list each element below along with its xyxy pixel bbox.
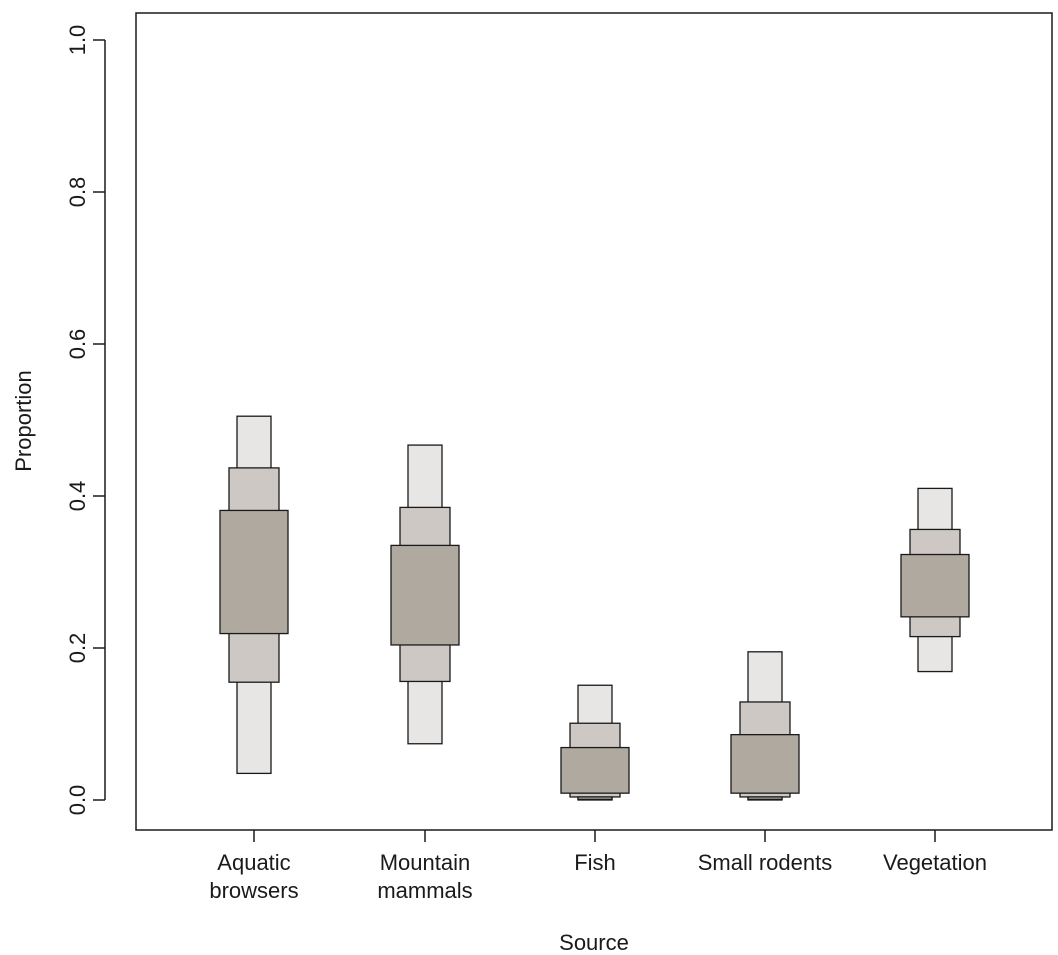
interval-box-ci50 bbox=[219, 509, 289, 635]
interval-box-ci50 bbox=[560, 746, 630, 794]
category-box-group bbox=[219, 415, 289, 775]
interval-box-ci50 bbox=[900, 553, 970, 618]
x-category-label: mammals bbox=[377, 878, 472, 903]
category-box-group bbox=[900, 487, 970, 673]
boxes-layer bbox=[219, 415, 970, 801]
y-axis: 0.0 0.2 0.4 0.6 0.8 1.0 bbox=[65, 25, 106, 816]
interval-box-ci50 bbox=[730, 733, 800, 794]
y-tick-label: 0.6 bbox=[65, 329, 90, 360]
x-category-label: Mountain bbox=[380, 850, 471, 875]
interval-box-ci50 bbox=[390, 544, 460, 646]
x-category-label: browsers bbox=[209, 878, 298, 903]
x-category-label: Fish bbox=[574, 850, 616, 875]
category-box-group bbox=[390, 444, 460, 745]
category-box-group bbox=[730, 651, 800, 801]
y-tick-label: 0.2 bbox=[65, 633, 90, 664]
interval-box-ci-tail bbox=[577, 796, 613, 800]
x-category-label: Small rodents bbox=[698, 850, 833, 875]
y-axis-title: Proportion bbox=[11, 370, 36, 472]
y-tick-label: 1.0 bbox=[65, 25, 90, 56]
y-tick-label: 0.0 bbox=[65, 785, 90, 816]
x-axis: Aquatic browsers Mountain mammals Fish Small … bbox=[209, 830, 987, 903]
y-tick-label: 0.8 bbox=[65, 177, 90, 208]
x-category-label: Vegetation bbox=[883, 850, 987, 875]
x-category-label: Aquatic bbox=[217, 850, 290, 875]
y-tick-label: 0.4 bbox=[65, 481, 90, 512]
interval-box-ci-tail bbox=[747, 796, 783, 800]
x-axis-title: Source bbox=[559, 930, 629, 955]
plot-frame bbox=[135, 12, 1053, 831]
category-box-group bbox=[560, 684, 630, 801]
